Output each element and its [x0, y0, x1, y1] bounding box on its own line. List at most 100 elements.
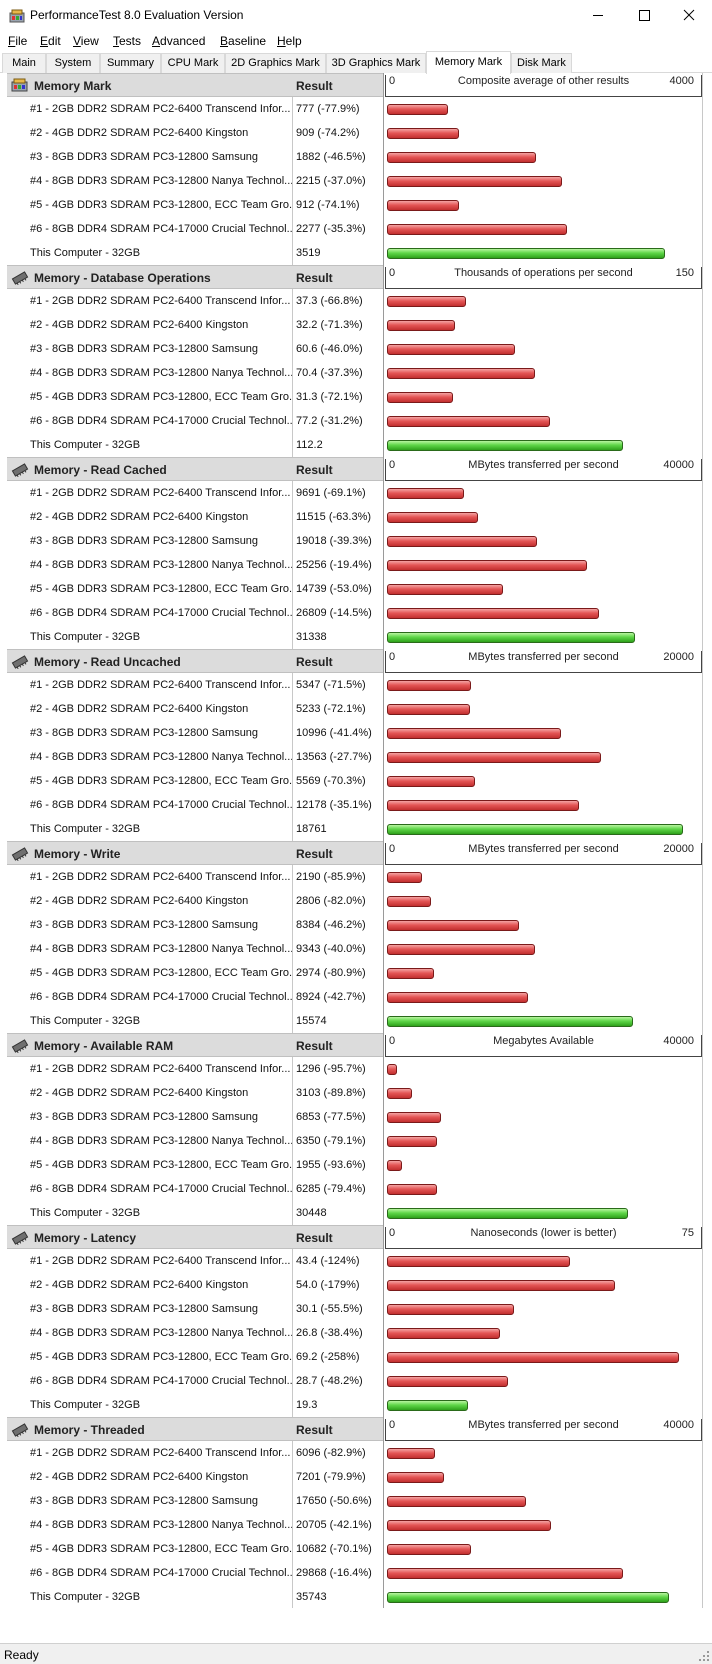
this-computer-name[interactable]: This Computer - 32GB	[30, 439, 141, 451]
baseline-bar[interactable]	[387, 200, 459, 211]
this-computer-name[interactable]: This Computer - 32GB	[30, 1591, 141, 1603]
baseline-name[interactable]: #4 - 8GB DDR3 SDRAM PC3-12800 Nanya Tech…	[30, 1519, 292, 1531]
baseline-name[interactable]: #3 - 8GB DDR3 SDRAM PC3-12800 Samsung	[30, 727, 259, 739]
this-computer-name[interactable]: This Computer - 32GB	[30, 631, 141, 643]
baseline-bar[interactable]	[387, 1352, 679, 1363]
tab-memory-mark[interactable]: Memory Mark	[426, 51, 511, 74]
baseline-bar[interactable]	[387, 296, 466, 307]
menu-view[interactable]: View	[73, 34, 99, 48]
minimize-icon[interactable]	[575, 0, 621, 31]
tab-system[interactable]: System	[46, 53, 100, 73]
menu-help[interactable]: Help	[277, 34, 302, 48]
baseline-name[interactable]: #4 - 8GB DDR3 SDRAM PC3-12800 Nanya Tech…	[30, 175, 292, 187]
tab-3d-graphics-mark[interactable]: 3D Graphics Mark	[326, 53, 426, 73]
baseline-bar[interactable]	[387, 344, 515, 355]
baseline-bar[interactable]	[387, 944, 535, 955]
this-computer-bar[interactable]	[387, 1400, 468, 1411]
baseline-bar[interactable]	[387, 896, 431, 907]
baseline-name[interactable]: #5 - 4GB DDR3 SDRAM PC3-12800, ECC Team …	[30, 775, 292, 787]
baseline-name[interactable]: #2 - 4GB DDR2 SDRAM PC2-6400 Kingston	[30, 511, 249, 523]
baseline-bar[interactable]	[387, 560, 587, 571]
baseline-name[interactable]: #5 - 4GB DDR3 SDRAM PC3-12800, ECC Team …	[30, 1351, 292, 1363]
baseline-name[interactable]: #6 - 8GB DDR4 SDRAM PC4-17000 Crucial Te…	[30, 607, 292, 619]
baseline-bar[interactable]	[387, 176, 562, 187]
baseline-bar[interactable]	[387, 968, 434, 979]
close-icon[interactable]	[666, 0, 712, 31]
baseline-bar[interactable]	[387, 776, 475, 787]
baseline-bar[interactable]	[387, 1544, 471, 1555]
baseline-name[interactable]: #6 - 8GB DDR4 SDRAM PC4-17000 Crucial Te…	[30, 1183, 292, 1195]
baseline-bar[interactable]	[387, 584, 503, 595]
baseline-name[interactable]: #3 - 8GB DDR3 SDRAM PC3-12800 Samsung	[30, 1495, 259, 1507]
baseline-bar[interactable]	[387, 1184, 437, 1195]
baseline-bar[interactable]	[387, 1256, 570, 1267]
tab-2d-graphics-mark[interactable]: 2D Graphics Mark	[225, 53, 326, 73]
resize-grip-icon[interactable]	[698, 1650, 710, 1662]
baseline-bar[interactable]	[387, 872, 422, 883]
baseline-bar[interactable]	[387, 1496, 526, 1507]
baseline-name[interactable]: #6 - 8GB DDR4 SDRAM PC4-17000 Crucial Te…	[30, 799, 292, 811]
baseline-bar[interactable]	[387, 1328, 500, 1339]
baseline-name[interactable]: #6 - 8GB DDR4 SDRAM PC4-17000 Crucial Te…	[30, 415, 292, 427]
baseline-name[interactable]: #2 - 4GB DDR2 SDRAM PC2-6400 Kingston	[30, 1087, 249, 1099]
this-computer-bar[interactable]	[387, 248, 665, 259]
menu-tests[interactable]: Tests	[113, 34, 142, 48]
tab-cpu-mark[interactable]: CPU Mark	[161, 53, 225, 73]
baseline-name[interactable]: #6 - 8GB DDR4 SDRAM PC4-17000 Crucial Te…	[30, 1567, 292, 1579]
baseline-bar[interactable]	[387, 1448, 435, 1459]
baseline-name[interactable]: #1 - 2GB DDR2 SDRAM PC2-6400 Transcend I…	[30, 871, 291, 883]
baseline-name[interactable]: #2 - 4GB DDR2 SDRAM PC2-6400 Kingston	[30, 127, 249, 139]
baseline-name[interactable]: #3 - 8GB DDR3 SDRAM PC3-12800 Samsung	[30, 535, 259, 547]
this-computer-bar[interactable]	[387, 1208, 628, 1219]
baseline-name[interactable]: #5 - 4GB DDR3 SDRAM PC3-12800, ECC Team …	[30, 583, 292, 595]
baseline-name[interactable]: #5 - 4GB DDR3 SDRAM PC3-12800, ECC Team …	[30, 967, 292, 979]
baseline-bar[interactable]	[387, 392, 453, 403]
baseline-bar[interactable]	[387, 752, 601, 763]
baseline-bar[interactable]	[387, 800, 579, 811]
baseline-name[interactable]: #1 - 2GB DDR2 SDRAM PC2-6400 Transcend I…	[30, 487, 291, 499]
menu-baseline[interactable]: Baseline	[220, 34, 267, 48]
this-computer-name[interactable]: This Computer - 32GB	[30, 1015, 141, 1027]
baseline-name[interactable]: #2 - 4GB DDR2 SDRAM PC2-6400 Kingston	[30, 895, 249, 907]
tab-summary[interactable]: Summary	[100, 53, 161, 73]
baseline-bar[interactable]	[387, 224, 567, 235]
baseline-bar[interactable]	[387, 1064, 397, 1075]
baseline-bar[interactable]	[387, 536, 537, 547]
baseline-bar[interactable]	[387, 1280, 615, 1291]
baseline-bar[interactable]	[387, 512, 478, 523]
baseline-bar[interactable]	[387, 416, 550, 427]
this-computer-bar[interactable]	[387, 632, 635, 643]
menu-file[interactable]: File	[8, 34, 28, 48]
this-computer-name[interactable]: This Computer - 32GB	[30, 1207, 141, 1219]
baseline-bar[interactable]	[387, 1304, 514, 1315]
maximize-icon[interactable]	[621, 0, 667, 31]
baseline-bar[interactable]	[387, 680, 471, 691]
baseline-name[interactable]: #6 - 8GB DDR4 SDRAM PC4-17000 Crucial Te…	[30, 991, 292, 1003]
baseline-name[interactable]: #2 - 4GB DDR2 SDRAM PC2-6400 Kingston	[30, 1279, 249, 1291]
baseline-name[interactable]: #1 - 2GB DDR2 SDRAM PC2-6400 Transcend I…	[30, 1255, 291, 1267]
baseline-name[interactable]: #1 - 2GB DDR2 SDRAM PC2-6400 Transcend I…	[30, 1447, 291, 1459]
menu-edit[interactable]: Edit	[40, 34, 61, 48]
baseline-bar[interactable]	[387, 320, 455, 331]
baseline-name[interactable]: #5 - 4GB DDR3 SDRAM PC3-12800, ECC Team …	[30, 1543, 292, 1555]
this-computer-bar[interactable]	[387, 1016, 633, 1027]
this-computer-bar[interactable]	[387, 1592, 669, 1603]
baseline-bar[interactable]	[387, 728, 561, 739]
baseline-bar[interactable]	[387, 920, 519, 931]
baseline-name[interactable]: #1 - 2GB DDR2 SDRAM PC2-6400 Transcend I…	[30, 679, 291, 691]
baseline-bar[interactable]	[387, 488, 464, 499]
baseline-bar[interactable]	[387, 1568, 623, 1579]
baseline-bar[interactable]	[387, 368, 535, 379]
performancetest-app-icon[interactable]	[9, 8, 25, 24]
baseline-bar[interactable]	[387, 1160, 402, 1171]
menu-advanced[interactable]: Advanced	[152, 34, 206, 48]
baseline-name[interactable]: #5 - 4GB DDR3 SDRAM PC3-12800, ECC Team …	[30, 391, 292, 403]
baseline-name[interactable]: #4 - 8GB DDR3 SDRAM PC3-12800 Nanya Tech…	[30, 559, 292, 571]
baseline-name[interactable]: #4 - 8GB DDR3 SDRAM PC3-12800 Nanya Tech…	[30, 367, 292, 379]
baseline-name[interactable]: #6 - 8GB DDR4 SDRAM PC4-17000 Crucial Te…	[30, 1375, 292, 1387]
baseline-name[interactable]: #3 - 8GB DDR3 SDRAM PC3-12800 Samsung	[30, 919, 259, 931]
baseline-bar[interactable]	[387, 608, 599, 619]
baseline-bar[interactable]	[387, 104, 448, 115]
this-computer-bar[interactable]	[387, 440, 623, 451]
baseline-name[interactable]: #5 - 4GB DDR3 SDRAM PC3-12800, ECC Team …	[30, 1159, 292, 1171]
